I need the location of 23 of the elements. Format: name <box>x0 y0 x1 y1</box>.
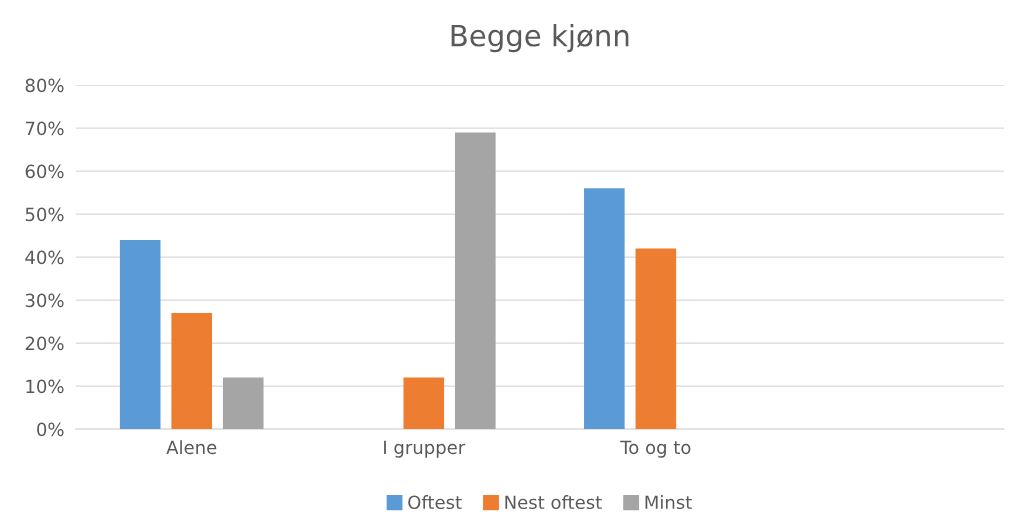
legend-label: Nest oftest <box>505 495 602 510</box>
y-tick-label: 60% <box>25 164 64 179</box>
x-tick-label: Alene <box>166 440 217 455</box>
y-tick-label: 10% <box>26 379 64 394</box>
legend-label: Minst <box>645 495 692 510</box>
bar <box>635 248 677 430</box>
bar <box>403 377 445 430</box>
y-tick-label: 0% <box>37 422 64 437</box>
bar <box>222 377 264 430</box>
x-tick-label: I grupper <box>384 440 466 458</box>
bar <box>454 132 496 430</box>
y-tick-label: 50% <box>25 207 64 222</box>
y-tick-label: 70% <box>25 121 64 136</box>
x-tick-label: To og to <box>620 440 691 458</box>
chart-title: Begge kjønn <box>451 24 629 53</box>
y-tick-label: 30% <box>25 293 64 308</box>
bar <box>584 188 625 430</box>
y-tick-label: 40% <box>25 250 64 265</box>
legend-label: Oftest <box>408 495 462 510</box>
y-tick-label: 80% <box>25 78 64 93</box>
bar <box>119 239 161 430</box>
y-tick-label: 20% <box>25 336 64 351</box>
bar <box>171 312 213 430</box>
